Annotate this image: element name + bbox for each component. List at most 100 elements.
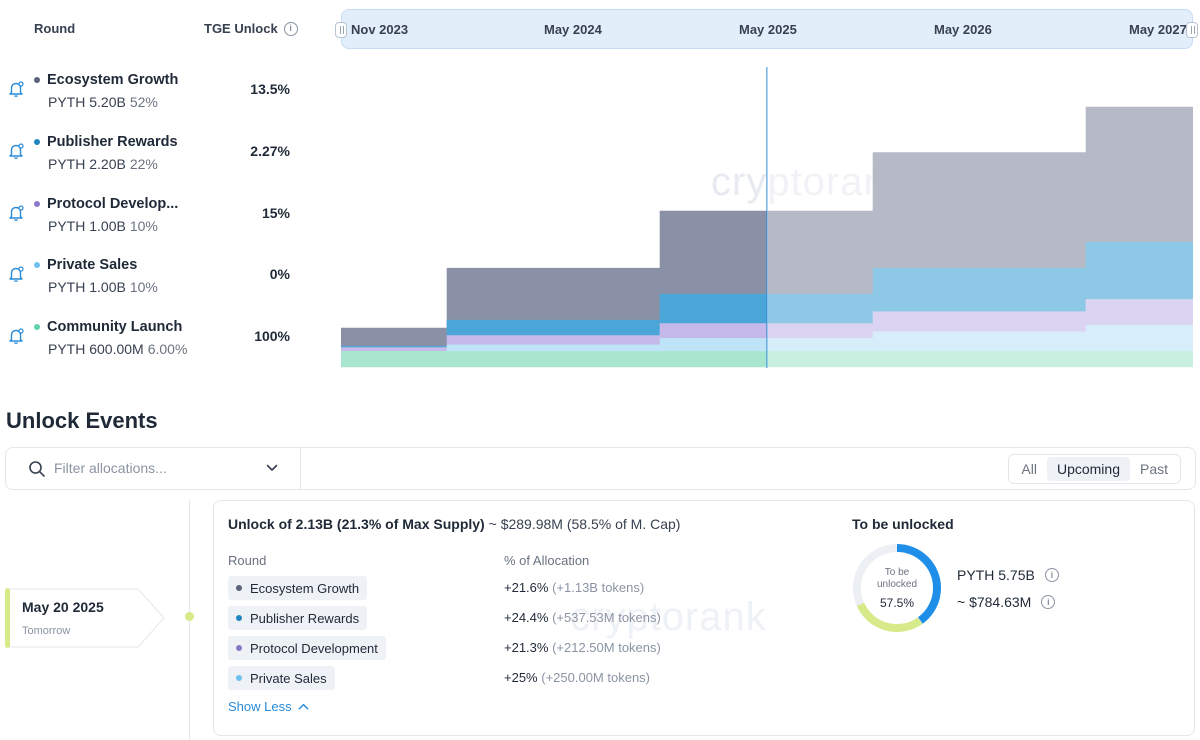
unlock-summary: Unlock of 2.13B (21.3% of Max Supply) ~ … xyxy=(228,516,680,532)
allocation-round-name: Private Sales xyxy=(250,670,327,686)
round-tge-unlock: 2.27% xyxy=(250,143,290,159)
allocation-color-dot xyxy=(236,585,242,591)
round-share: 10% xyxy=(129,279,158,295)
bell-alert-icon[interactable] xyxy=(7,142,25,160)
donut-caption-line2: unlocked xyxy=(876,579,918,590)
round-token-amount: PYTH 1.00B xyxy=(48,218,126,234)
allocation-pct: +21.3% xyxy=(504,640,549,655)
vesting-chart: cryptorank xyxy=(341,60,1193,370)
round-color-dot xyxy=(34,139,40,145)
round-color-dot xyxy=(34,262,40,268)
round-token-amount: PYTH 600.00M xyxy=(48,341,144,357)
allocation-col-header: % of Allocation xyxy=(504,553,590,568)
allocation-tokens: (+537.53M tokens) xyxy=(552,610,661,625)
tge-unlock-column-header: TGE Unlock i xyxy=(204,21,298,36)
round-tge-unlock: 15% xyxy=(261,205,290,221)
chevron-down-icon[interactable] xyxy=(266,462,278,474)
locked-usd-amount: ~ $784.63M i xyxy=(957,594,1056,610)
round-col-header: Round xyxy=(228,553,267,568)
tab-all[interactable]: All xyxy=(1021,461,1037,477)
show-less-button[interactable]: Show Less xyxy=(228,699,309,714)
round-share: 52% xyxy=(129,94,158,110)
round-row[interactable]: Protocol Develop... PYTH 1.00B 10% 15% xyxy=(0,196,330,246)
bell-alert-icon[interactable] xyxy=(7,327,25,345)
tab-past[interactable]: Past xyxy=(1139,461,1168,477)
round-tge-unlock: 13.5% xyxy=(250,81,290,97)
timeline-tick: Nov 2023 xyxy=(351,22,409,37)
date-accent-bar xyxy=(5,588,10,648)
allocation-pct: +24.4% xyxy=(504,610,549,625)
round-name: Private Sales xyxy=(34,257,137,273)
bell-alert-icon[interactable] xyxy=(7,265,25,283)
round-color-dot xyxy=(34,201,40,207)
allocation-row: Protocol Development +21.3% (+212.50M tok… xyxy=(228,636,688,660)
timeline-range-selector[interactable]: Nov 2023 May 2024 May 2025 May 2026 May … xyxy=(335,9,1198,49)
round-allocation: PYTH 1.00B 10% xyxy=(48,218,158,234)
allocation-round-tag: Private Sales xyxy=(228,666,335,690)
locked-usd-value: ~ $784.63M xyxy=(957,594,1032,610)
unlock-value: ~ $289.98M (58.5% of M. Cap) xyxy=(488,516,681,532)
tge-unlock-label: TGE Unlock xyxy=(204,21,278,36)
unlock-event-card: cryptorank Unlock of 2.13B (21.3% of Max… xyxy=(213,500,1195,736)
round-name: Ecosystem Growth xyxy=(34,72,178,88)
allocation-round-name: Publisher Rewards xyxy=(250,610,360,626)
timeline-tick: May 2026 xyxy=(934,22,992,37)
locked-token-amount: PYTH 5.75B i xyxy=(957,567,1059,583)
allocation-tokens: (+212.50M tokens) xyxy=(552,640,661,655)
info-icon[interactable]: i xyxy=(1044,568,1059,582)
round-color-dot xyxy=(34,324,40,330)
round-name: Publisher Rewards xyxy=(34,134,178,150)
date-marker-shape xyxy=(5,588,165,648)
filter-allocations-input[interactable] xyxy=(54,456,254,480)
chevron-up-icon xyxy=(298,703,308,710)
round-color-dot xyxy=(34,77,40,83)
bell-alert-icon[interactable] xyxy=(7,204,25,222)
allocation-color-dot xyxy=(236,675,242,681)
allocation-tokens: (+250.00M tokens) xyxy=(541,670,651,685)
unlock-events-title: Unlock Events xyxy=(6,408,158,433)
round-share: 6.00% xyxy=(147,341,188,357)
donut-upcoming-arc xyxy=(853,544,941,632)
allocation-pct: +21.6% xyxy=(504,580,549,595)
bell-alert-icon[interactable] xyxy=(7,80,25,98)
to-be-unlocked-title: To be unlocked xyxy=(852,516,954,532)
allocation-round-tag: Protocol Development xyxy=(228,636,386,660)
range-end-handle[interactable] xyxy=(1186,22,1198,38)
timeline-tick: May 2025 xyxy=(739,22,797,37)
unlock-progress-donut xyxy=(853,544,941,632)
show-less-label: Show Less xyxy=(228,699,292,714)
filter-bar: All Upcoming Past xyxy=(5,447,1196,490)
allocation-change: +21.3% (+212.50M tokens) xyxy=(504,640,661,655)
round-row[interactable]: Publisher Rewards PYTH 2.20B 22% 2.27% xyxy=(0,134,330,184)
event-date: May 20 2025 xyxy=(22,599,104,615)
locked-token-value: PYTH 5.75B xyxy=(957,567,1035,583)
allocation-change: +24.4% (+537.53M tokens) xyxy=(504,610,661,625)
round-allocation: PYTH 600.00M 6.00% xyxy=(48,341,187,357)
range-start-handle[interactable] xyxy=(335,22,347,38)
allocation-row: Ecosystem Growth +21.6% (+1.13B tokens) xyxy=(228,576,688,600)
round-name: Community Launch xyxy=(34,319,182,335)
round-allocation: PYTH 2.20B 22% xyxy=(48,156,158,172)
allocation-row: Publisher Rewards +24.4% (+537.53M tokens… xyxy=(228,606,688,630)
round-row[interactable]: Ecosystem Growth PYTH 5.20B 52% 13.5% xyxy=(0,72,330,122)
future-overlay xyxy=(767,60,1193,370)
event-date-marker: May 20 2025 Tomorrow xyxy=(5,588,165,648)
allocation-filter[interactable] xyxy=(6,448,301,489)
tab-upcoming[interactable]: Upcoming xyxy=(1046,457,1130,481)
allocation-change: +25% (+250.00M tokens) xyxy=(504,670,650,685)
event-date-relative: Tomorrow xyxy=(22,625,71,637)
round-token-amount: PYTH 5.20B xyxy=(48,94,126,110)
round-token-amount: PYTH 2.20B xyxy=(48,156,126,172)
round-row[interactable]: Private Sales PYTH 1.00B 10% 0% xyxy=(0,257,330,307)
round-token-amount: PYTH 1.00B xyxy=(48,279,126,295)
info-icon[interactable]: i xyxy=(283,21,298,36)
info-icon[interactable]: i xyxy=(1041,595,1056,609)
round-tge-unlock: 100% xyxy=(254,328,290,344)
allocation-round-tag: Ecosystem Growth xyxy=(228,576,368,600)
event-time-filter: All Upcoming Past xyxy=(1008,454,1181,484)
round-name: Protocol Develop... xyxy=(34,196,178,212)
allocation-round-name: Protocol Development xyxy=(250,640,378,656)
round-name-label: Ecosystem Growth xyxy=(47,72,179,88)
round-row[interactable]: Community Launch PYTH 600.00M 6.00% 100% xyxy=(0,319,330,369)
watermark-logo: cryptorank xyxy=(570,595,767,639)
